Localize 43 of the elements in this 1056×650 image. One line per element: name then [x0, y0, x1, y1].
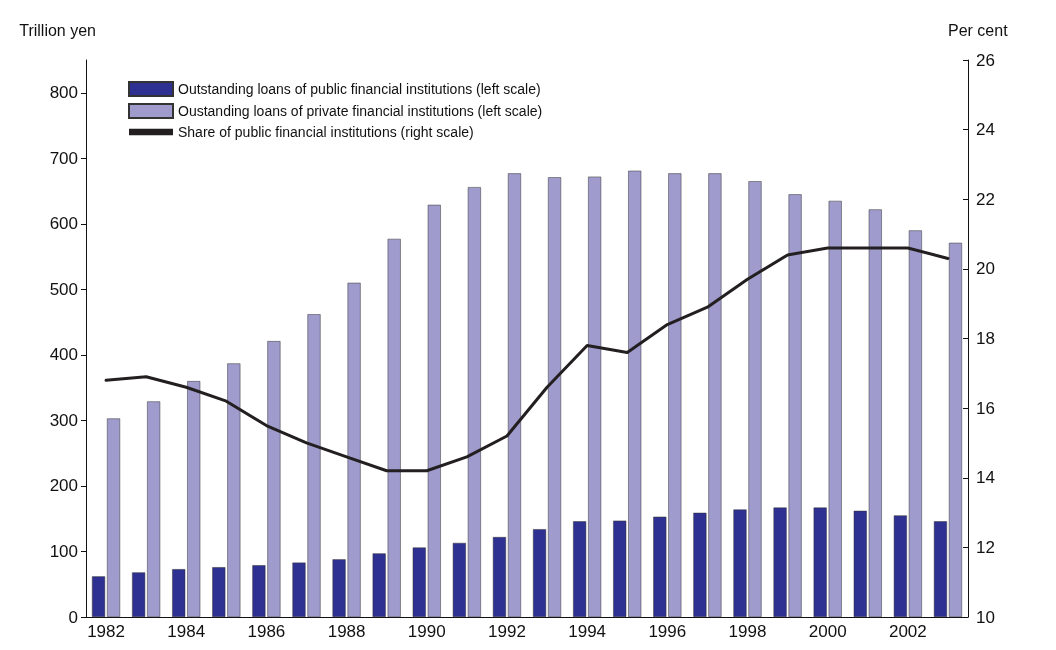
y-tick-label: 700 [49, 148, 78, 168]
y2-tick-label: 22 [976, 189, 995, 209]
y-tick-label: 600 [49, 214, 78, 234]
y2-tick-label: 24 [976, 120, 995, 140]
y-tick-label: 300 [49, 410, 78, 430]
x-tick-label: 1992 [488, 622, 526, 641]
y2-tick-label: 16 [976, 398, 995, 418]
x-tick-label: 1982 [87, 622, 125, 641]
y2-tick-label: 18 [976, 329, 995, 348]
y-tick-label: 200 [49, 476, 78, 496]
y-tick-label: 100 [49, 541, 78, 561]
bar [933, 521, 947, 617]
y2-axis-title: Per cent [948, 21, 1009, 39]
y-axis-title: Trillion yen [19, 21, 96, 39]
y-tick-label: 500 [49, 279, 78, 299]
y-tick-label: 0 [68, 607, 78, 627]
line-series [104, 246, 950, 473]
x-tick-label: 1988 [327, 622, 366, 641]
x-tick-label: 1984 [167, 622, 206, 641]
legend-label: Share of public financial institutions (right scale) [178, 124, 474, 140]
y2-tick-label: 14 [976, 468, 995, 488]
y2-tick-label: 10 [976, 607, 995, 627]
x-tick-label: 1998 [728, 622, 767, 641]
x-tick-label: 2000 [808, 622, 847, 641]
y2-tick-label: 20 [976, 259, 995, 279]
bar [92, 576, 106, 617]
x-tick-label: 1994 [568, 622, 607, 641]
y2-tick-label: 12 [976, 537, 995, 557]
bar [492, 537, 506, 617]
legend-label: Outstanding loans of public financial institutions (left scale) [178, 81, 541, 97]
y-tick-label: 800 [49, 83, 78, 103]
bar [533, 529, 547, 617]
x-tick-label: 1996 [648, 622, 687, 641]
y-tick-label: 400 [49, 345, 78, 365]
x-tick-label: 2002 [888, 622, 927, 641]
y2-tick-label: 26 [976, 50, 995, 70]
x-tick-label: 1986 [247, 622, 286, 641]
legend-label: Oustanding loans of private financial institutions (left scale) [178, 103, 543, 119]
bar [548, 177, 562, 617]
bar [107, 418, 121, 617]
x-tick-label: 1990 [407, 622, 446, 641]
bar [948, 242, 962, 617]
bar [507, 173, 521, 617]
